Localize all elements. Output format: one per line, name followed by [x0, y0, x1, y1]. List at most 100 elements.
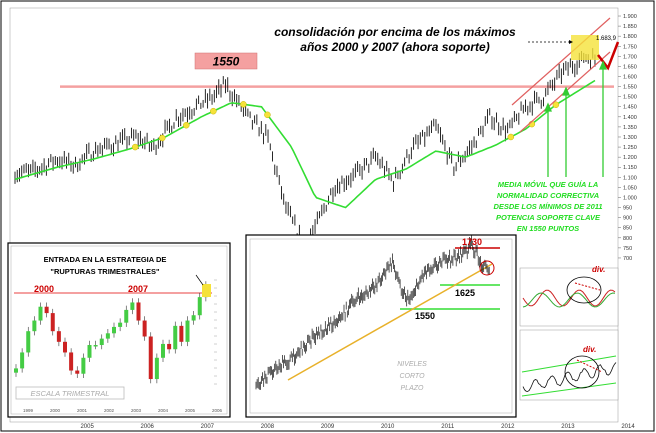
ma-note-line-2: NORMALIDAD CORRECTIVA: [497, 191, 599, 200]
inset-quarterly-x-tick: 2002: [104, 408, 115, 413]
inset-quarterly-x-tick: 2001: [77, 408, 88, 413]
quarterly-candle: [130, 302, 135, 310]
inset-short-term-circle: [479, 260, 495, 276]
touch-point: [158, 134, 166, 142]
quarterly-candle: [20, 352, 25, 369]
x-tick-label: 2011: [441, 424, 455, 430]
y-tick-label: 1.050: [623, 185, 637, 191]
y-tick-label: 1.100: [623, 175, 637, 181]
y-tick-label: 950: [623, 206, 632, 212]
oscillator-line-green: [522, 292, 616, 308]
quarterly-candle: [93, 345, 98, 347]
y-tick-label: 1.350: [623, 125, 637, 131]
inset-quarterly-title-1: ENTRADA EN LA ESTRATEGIA DE: [44, 255, 167, 264]
inset-short-term-series: [255, 235, 490, 390]
forecast-arrow: [597, 41, 620, 71]
quarterly-candle: [87, 345, 92, 358]
quarterly-candle: [63, 341, 67, 353]
y-tick-label: 1.700: [623, 54, 637, 60]
quarterly-candle: [161, 343, 165, 358]
inset-divergence-upper-label: div.: [592, 265, 605, 274]
quarterly-candle: [179, 325, 184, 342]
y-tick-label: 1.800: [623, 34, 637, 40]
inset-divergence-lower-label: div.: [583, 345, 596, 354]
quarterly-candle: [136, 302, 141, 321]
y-tick-label: 1.900: [623, 14, 637, 20]
quarterly-candle: [124, 309, 129, 323]
y-axis: 1.900 1.850 1.800 1.750 1.700 1.650 1.600 1.550…: [618, 14, 637, 262]
x-tick-label: 2013: [561, 424, 575, 430]
y-tick-label: 850: [623, 226, 632, 232]
touch-point: [240, 101, 247, 108]
inset-short-term-title-2: CORTO: [399, 373, 425, 380]
ma-touch-points: [131, 101, 560, 151]
y-tick-label: 700: [623, 256, 632, 262]
moving-average-series: [14, 79, 596, 209]
quarterly-candle: [154, 357, 159, 380]
y-tick-label: 1.650: [623, 64, 637, 70]
quarterly-candle: [185, 320, 190, 342]
inset-quarterly-frame: [7, 242, 231, 418]
quarterly-candle: [44, 306, 49, 314]
inset-quarterly-title-2: "RUPTURAS TRIMESTRALES": [50, 267, 160, 276]
chart-title-line-2: años 2000 y 2007 (ahora soporte): [300, 40, 489, 54]
inset-quarterly-peak-2000: 2000: [34, 284, 54, 294]
quarterly-candle: [191, 315, 196, 321]
moving-average-line: [14, 79, 596, 209]
inset-quarterly-peak-2007: 2007: [128, 284, 148, 294]
inset-quarterly-x-tick: 2000: [50, 408, 61, 413]
quarterly-candle: [50, 313, 55, 332]
x-tick-label: 2005: [80, 424, 94, 430]
inset-quarterly: ENTRADA EN LA ESTRATEGIA DE "RUPTURAS TR…: [7, 242, 231, 418]
oscillator-line-red: [522, 289, 616, 307]
y-tick-label: 1.850: [623, 24, 637, 30]
x-tick-label: 2009: [321, 424, 335, 430]
quarterly-candle: [118, 322, 123, 327]
quarterly-candle: [167, 343, 172, 350]
y-tick-label: 1.400: [623, 115, 637, 121]
quarterly-candle: [99, 338, 104, 346]
x-tick-label: 2006: [141, 424, 155, 430]
inset-quarterly-x-tick: 1999: [23, 408, 34, 413]
quarterly-candle: [148, 336, 153, 380]
inset-divergence-lower-series: [522, 362, 617, 392]
quarterly-candle: [56, 331, 61, 342]
x-tick-label: 2014: [621, 424, 635, 430]
price-tag: 1.683,9: [596, 36, 617, 42]
quarterly-candle: [69, 352, 74, 371]
y-tick-label: 800: [623, 236, 632, 242]
y-tick-label: 1.550: [623, 85, 637, 91]
quarterly-candle: [173, 325, 178, 350]
quarterly-candle: [197, 297, 202, 316]
inset-divergence-upper-series: [522, 289, 616, 308]
inset-quarterly-x-axis: 1999 2000 2001 2002 2003 2004 2005 2006: [23, 408, 223, 413]
inset-divergence-lower: div.: [519, 329, 619, 401]
level-box: [194, 52, 258, 70]
consolidation-box: [571, 35, 599, 60]
y-tick-label: 1.200: [623, 155, 637, 161]
y-tick-label: 1.250: [623, 145, 637, 151]
touch-point: [131, 143, 139, 151]
touch-point: [552, 101, 560, 108]
y-tick-label: 1.750: [623, 44, 637, 50]
quarterly-candle: [75, 370, 80, 374]
inset-short-term-title-1: NIVELES: [397, 361, 427, 368]
inset-quarterly-x-tick: 2006: [212, 408, 223, 413]
quarterly-candle: [32, 320, 37, 332]
x-axis: 2005 2006 2007 2008 2009 2010 2011 2012 2013 2014: [80, 424, 635, 430]
ma-note-line-1: MEDIA MÓVIL QUE GUÍA LA: [498, 180, 599, 189]
quarterly-candle: [105, 333, 110, 339]
inset-short-term-trendline: [287, 263, 493, 381]
y-tick-label: 1.000: [623, 195, 637, 201]
ma-note-line-5: EN 1550 PUNTOS: [517, 224, 579, 233]
touch-point: [264, 111, 271, 119]
inset-short-term-frame: [245, 234, 517, 418]
inset-quarterly-x-tick: 2004: [158, 408, 169, 413]
ma-note-line-4: POTENCIA SOPORTE CLAVE: [496, 213, 601, 222]
inset-quarterly-scale-label: ESCALA TRIMESTRAL: [31, 389, 110, 398]
x-tick-label: 2007: [201, 424, 215, 430]
inset-divergence-upper-circle: [566, 276, 602, 304]
inset-short-term-label-1730: 1730: [462, 237, 482, 247]
y-tick-label: 900: [623, 216, 632, 222]
x-tick-label: 2010: [381, 424, 395, 430]
